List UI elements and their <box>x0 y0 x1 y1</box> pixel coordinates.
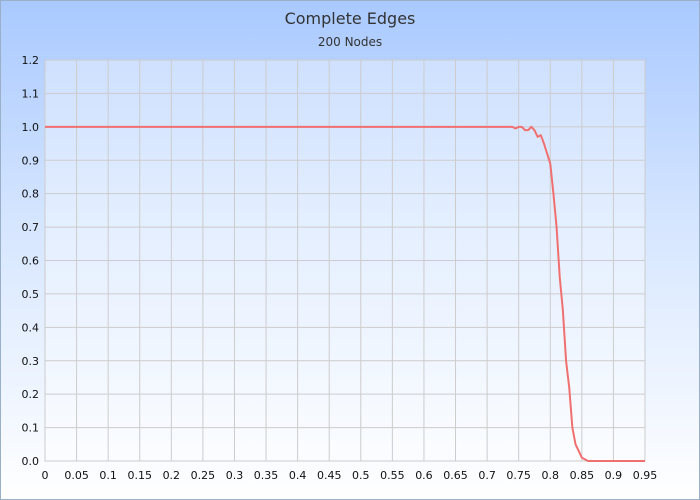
x-tick-label: 0.9 <box>605 469 623 482</box>
x-tick-label: 0.05 <box>64 469 89 482</box>
x-tick-label: 0.15 <box>127 469 152 482</box>
x-axis-tick-labels: 0 0.05 0.1 0.15 0.2 0.25 0.3 0.35 0.4 0.45 0.5 0.55… <box>42 469 658 482</box>
chart-title: Complete Edges <box>284 9 416 28</box>
series-line <box>45 125 645 462</box>
y-tick-label: 0.7 <box>22 221 40 234</box>
y-tick-label: 0.3 <box>22 355 40 368</box>
series-group <box>45 125 645 462</box>
x-tick-label: 0.55 <box>380 469 405 482</box>
x-tick-label: 0.65 <box>443 469 468 482</box>
x-tick-label: 0.45 <box>317 469 342 482</box>
y-axis-tick-labels: 0.0 0.1 0.2 0.3 0.4 0.5 0.6 0.7 0.8 0.9 1.0 1.1 1.2 <box>22 54 40 468</box>
x-tick-label: 0.8 <box>542 469 560 482</box>
y-tick-label: 0.5 <box>22 288 40 301</box>
x-tick-label: 0.25 <box>191 469 216 482</box>
y-tick-label: 0.4 <box>22 321 40 334</box>
x-tick-label: 0.2 <box>163 469 181 482</box>
y-tick-label: 1.2 <box>22 54 40 67</box>
x-tick-label: 0.4 <box>289 469 307 482</box>
y-tick-label: 1.1 <box>22 87 40 100</box>
x-tick-label: 0.3 <box>226 469 244 482</box>
y-tick-label: 0.8 <box>22 188 40 201</box>
chart-subtitle: 200 Nodes <box>317 35 383 49</box>
x-tick-label: 0.6 <box>415 469 433 482</box>
x-tick-label: 0.75 <box>506 469 531 482</box>
x-tick-label: 0.5 <box>352 469 370 482</box>
y-tick-label: 1.0 <box>22 121 40 134</box>
y-tick-label: 0.1 <box>22 422 40 435</box>
y-tick-label: 0.2 <box>22 388 40 401</box>
x-tick-label: 0.35 <box>254 469 279 482</box>
x-tick-label: 0 <box>42 469 49 482</box>
x-tick-label: 0.1 <box>99 469 117 482</box>
x-tick-label: 0.7 <box>478 469 496 482</box>
x-tick-label: 0.95 <box>633 469 658 482</box>
y-tick-label: 0.6 <box>22 255 40 268</box>
y-tick-label: 0.0 <box>22 455 40 468</box>
x-tick-label: 0.85 <box>570 469 595 482</box>
y-tick-label: 0.9 <box>22 154 40 167</box>
